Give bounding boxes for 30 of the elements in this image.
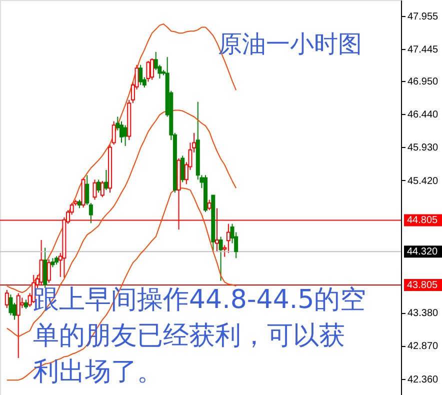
candlestick xyxy=(226,223,230,254)
ref-line-label: 44.320 xyxy=(407,246,438,258)
y-tick-label: 45.930 xyxy=(408,142,439,154)
y-tick-label: 46.950 xyxy=(408,76,439,88)
y-tick-label: 46.440 xyxy=(408,110,439,121)
candlestick xyxy=(100,180,104,198)
candlestick xyxy=(138,64,143,86)
candlestick xyxy=(146,60,150,82)
y-tick-label: 42.360 xyxy=(408,374,439,386)
candlestick xyxy=(218,236,223,282)
text: 原油一小时图 xyxy=(218,30,362,58)
y-tick-label: 45.420 xyxy=(408,176,439,187)
candlestick xyxy=(50,258,55,268)
candlestick xyxy=(24,299,28,310)
candlestick xyxy=(150,58,154,80)
candlestick xyxy=(16,292,20,359)
y-tick-label: 47.955 xyxy=(408,11,439,22)
y-tick-label: 43.380 xyxy=(408,308,439,320)
candlestick xyxy=(180,155,185,183)
y-tick-label: 42.870 xyxy=(408,341,439,352)
candlestick xyxy=(8,294,13,316)
candlestick xyxy=(96,179,101,194)
candlestick xyxy=(119,120,124,144)
y-tick-label: 47.445 xyxy=(408,44,439,56)
candlestick xyxy=(92,179,97,200)
candlestick xyxy=(104,169,108,191)
candlestick xyxy=(4,289,9,309)
candlestick xyxy=(112,120,116,146)
ref-line-label: 43.805 xyxy=(407,280,438,292)
ref-line-label: 44.805 xyxy=(407,215,438,226)
